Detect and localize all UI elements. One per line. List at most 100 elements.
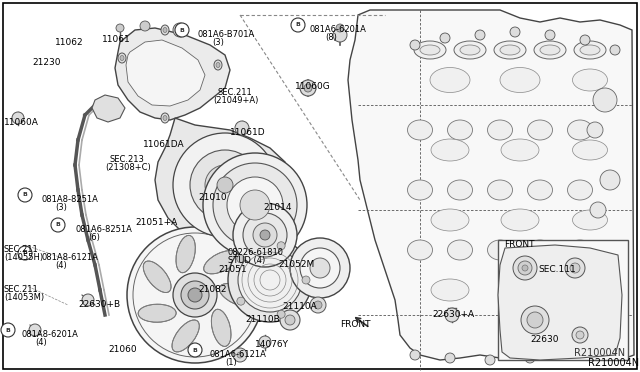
Circle shape bbox=[240, 190, 270, 220]
Circle shape bbox=[82, 294, 94, 306]
Ellipse shape bbox=[501, 209, 539, 231]
Text: (4): (4) bbox=[35, 338, 47, 347]
Text: (14055H): (14055H) bbox=[4, 253, 43, 262]
Circle shape bbox=[521, 306, 549, 334]
Text: B: B bbox=[180, 28, 184, 32]
Ellipse shape bbox=[527, 180, 552, 200]
Circle shape bbox=[513, 256, 537, 280]
Ellipse shape bbox=[527, 240, 552, 260]
Text: (3): (3) bbox=[212, 38, 224, 47]
Ellipse shape bbox=[214, 60, 222, 70]
Ellipse shape bbox=[408, 120, 433, 140]
Polygon shape bbox=[115, 28, 230, 120]
Circle shape bbox=[173, 133, 277, 237]
Circle shape bbox=[188, 343, 202, 357]
Ellipse shape bbox=[172, 320, 199, 352]
Text: 22630+A: 22630+A bbox=[432, 310, 474, 319]
Text: FRONT: FRONT bbox=[340, 320, 371, 329]
Circle shape bbox=[590, 202, 606, 218]
Text: 21082: 21082 bbox=[198, 285, 227, 294]
Circle shape bbox=[29, 324, 41, 336]
Text: 21060: 21060 bbox=[108, 345, 136, 354]
Text: STUD (4): STUD (4) bbox=[228, 256, 265, 265]
Ellipse shape bbox=[501, 279, 539, 301]
Text: B: B bbox=[56, 222, 60, 228]
Ellipse shape bbox=[454, 41, 486, 59]
Circle shape bbox=[610, 45, 620, 55]
Ellipse shape bbox=[460, 45, 480, 55]
Text: B: B bbox=[296, 22, 300, 28]
Circle shape bbox=[1, 323, 15, 337]
Circle shape bbox=[203, 153, 307, 257]
Circle shape bbox=[475, 30, 485, 40]
Ellipse shape bbox=[408, 180, 433, 200]
Circle shape bbox=[18, 188, 32, 202]
Text: 22630+B: 22630+B bbox=[78, 300, 120, 309]
Circle shape bbox=[600, 170, 620, 190]
Circle shape bbox=[190, 150, 260, 220]
Text: SEC.111: SEC.111 bbox=[538, 265, 576, 274]
Circle shape bbox=[310, 297, 326, 313]
Circle shape bbox=[336, 24, 344, 32]
Ellipse shape bbox=[488, 240, 513, 260]
Circle shape bbox=[233, 348, 247, 362]
Ellipse shape bbox=[488, 180, 513, 200]
Circle shape bbox=[280, 310, 300, 330]
Ellipse shape bbox=[488, 120, 513, 140]
Circle shape bbox=[510, 27, 520, 37]
Circle shape bbox=[217, 177, 233, 193]
Circle shape bbox=[235, 121, 249, 135]
Text: R210004N: R210004N bbox=[588, 358, 639, 368]
Text: (4): (4) bbox=[55, 261, 67, 270]
Text: B: B bbox=[22, 192, 28, 198]
Ellipse shape bbox=[176, 235, 195, 273]
Circle shape bbox=[485, 355, 495, 365]
Circle shape bbox=[527, 312, 543, 328]
Text: 081A8-6201A: 081A8-6201A bbox=[22, 330, 79, 339]
Text: R210004N: R210004N bbox=[574, 348, 625, 358]
Ellipse shape bbox=[568, 120, 593, 140]
Circle shape bbox=[177, 27, 183, 33]
Circle shape bbox=[285, 315, 295, 325]
Ellipse shape bbox=[161, 113, 169, 123]
Ellipse shape bbox=[216, 62, 220, 67]
Circle shape bbox=[445, 353, 455, 363]
Text: 11061DA: 11061DA bbox=[143, 140, 184, 149]
Circle shape bbox=[545, 30, 555, 40]
Bar bbox=[498, 240, 628, 360]
Ellipse shape bbox=[568, 180, 593, 200]
Ellipse shape bbox=[204, 250, 239, 274]
Circle shape bbox=[238, 248, 302, 312]
Circle shape bbox=[300, 80, 316, 96]
Text: 21014: 21014 bbox=[263, 203, 291, 212]
Polygon shape bbox=[126, 40, 205, 106]
Ellipse shape bbox=[431, 139, 469, 161]
Text: 11061D: 11061D bbox=[230, 128, 266, 137]
Ellipse shape bbox=[120, 55, 124, 61]
Circle shape bbox=[127, 227, 263, 363]
Text: B: B bbox=[193, 347, 197, 353]
Circle shape bbox=[445, 308, 459, 322]
Circle shape bbox=[12, 112, 24, 124]
Circle shape bbox=[593, 88, 617, 112]
Circle shape bbox=[300, 248, 340, 288]
Circle shape bbox=[213, 163, 297, 247]
Circle shape bbox=[259, 336, 271, 348]
Polygon shape bbox=[348, 10, 634, 360]
Ellipse shape bbox=[211, 309, 231, 346]
Text: 081A8-8251A: 081A8-8251A bbox=[42, 195, 99, 204]
Circle shape bbox=[18, 246, 32, 260]
Text: (3): (3) bbox=[55, 203, 67, 212]
Ellipse shape bbox=[573, 280, 607, 300]
Text: 081A6-6201A: 081A6-6201A bbox=[310, 25, 367, 34]
Circle shape bbox=[173, 23, 187, 37]
Circle shape bbox=[233, 203, 297, 267]
Circle shape bbox=[277, 310, 285, 318]
Text: FRONT: FRONT bbox=[504, 240, 534, 249]
Circle shape bbox=[440, 33, 450, 43]
Text: SEC.213: SEC.213 bbox=[110, 155, 145, 164]
Circle shape bbox=[302, 276, 310, 284]
Ellipse shape bbox=[420, 45, 440, 55]
Text: 081A8-6121A: 081A8-6121A bbox=[42, 253, 99, 262]
Text: 21010: 21010 bbox=[198, 193, 227, 202]
